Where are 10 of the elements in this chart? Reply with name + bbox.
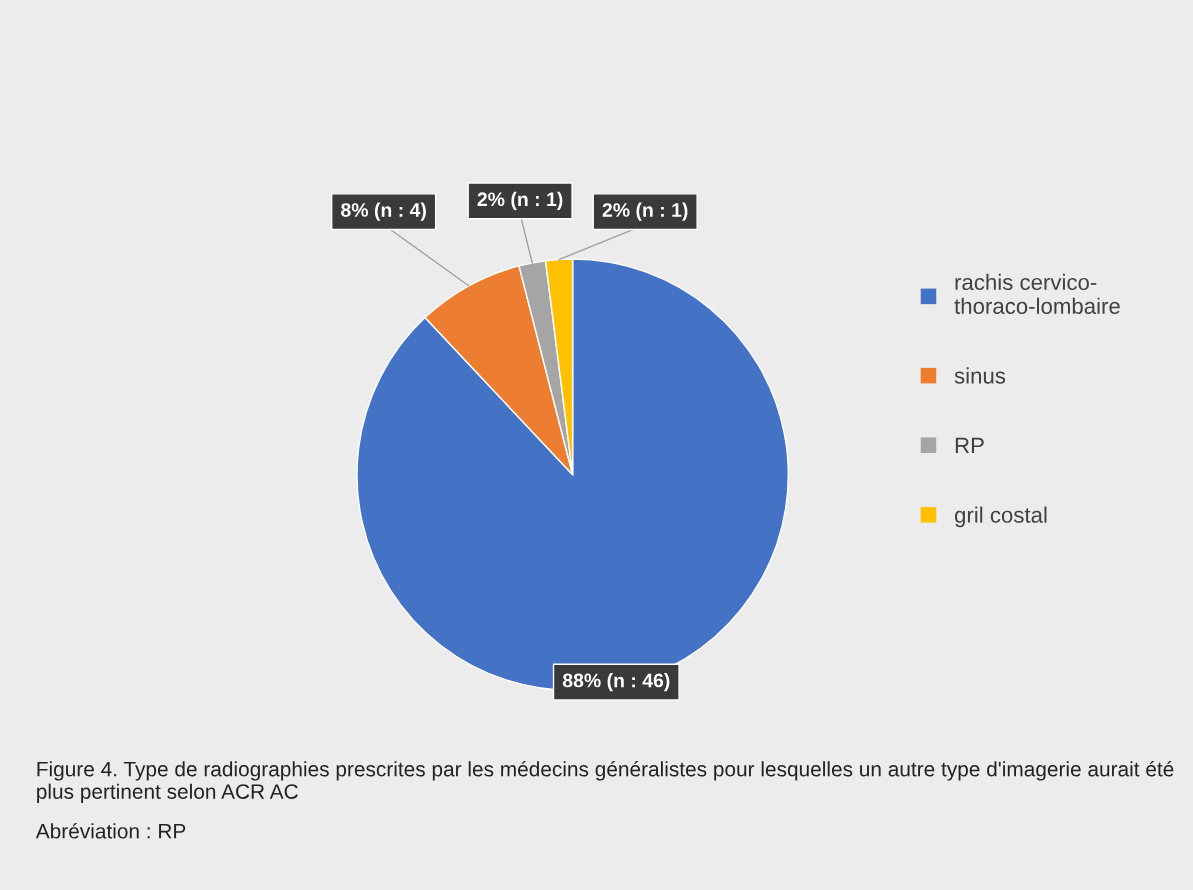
legend-label: gril costal xyxy=(954,506,1047,528)
legend-label: sinus xyxy=(954,367,1006,384)
caption: Figure 4. Type de radiographies prescrites par les médecins généralistes pour lesquelles un autre type d'imagerie aurait été plus pertinent selon ACR AC xyxy=(37,760,1174,804)
data-label: 2% (n : 1) xyxy=(477,191,563,210)
data-label: 88% (n : 46) xyxy=(562,673,670,692)
text: Abréviation : RP xyxy=(35,823,186,839)
data-label: 2% (n : 1) xyxy=(602,202,688,221)
legend-label: rachis cervico-thoraco-lombaire xyxy=(954,273,1120,315)
legend-label: RP xyxy=(955,437,984,454)
data-label: 8% (n : 4) xyxy=(341,202,426,221)
